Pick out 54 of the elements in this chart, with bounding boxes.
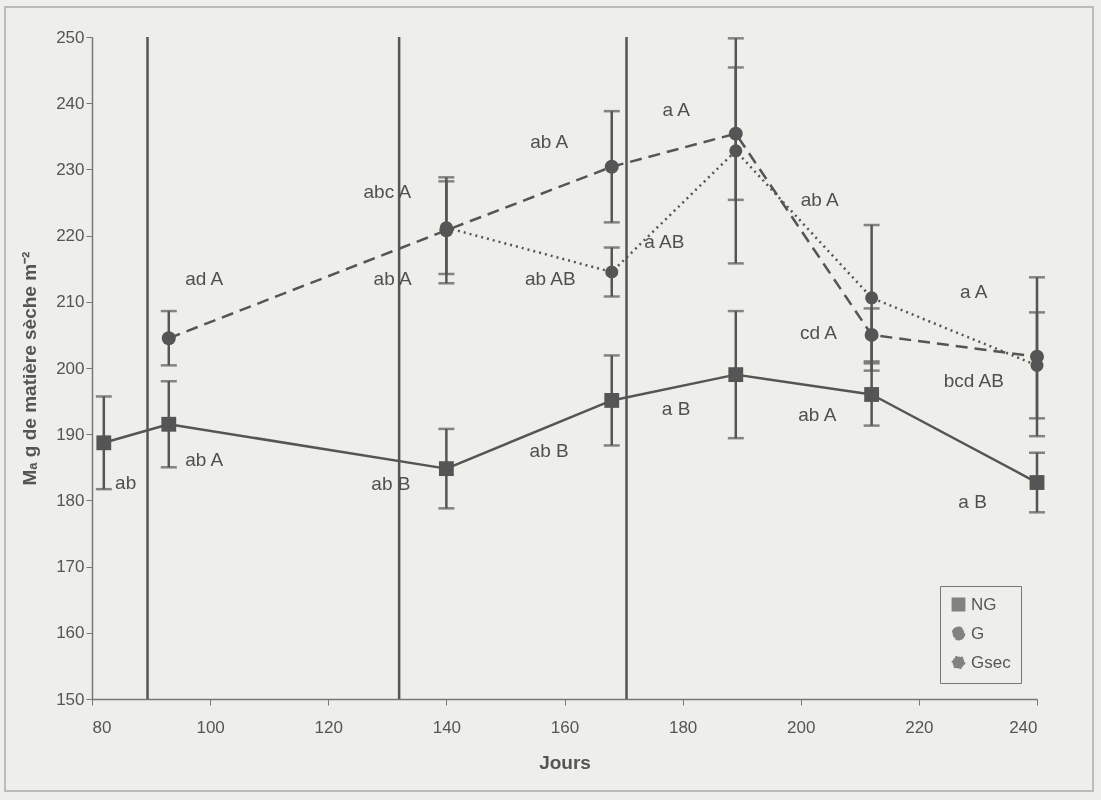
annotation: ab AB	[524, 268, 576, 290]
point	[1029, 475, 1045, 490]
x-tick-label: 160	[550, 717, 580, 737]
annotation: ab A	[800, 188, 839, 210]
y-tick-label: 160	[56, 623, 85, 643]
point	[604, 159, 619, 174]
legend-label: G	[971, 623, 985, 643]
annotation: bcd AB	[943, 370, 1004, 392]
point	[728, 126, 743, 141]
y-tick-label: 250	[56, 27, 85, 47]
point	[864, 327, 879, 342]
point	[864, 387, 880, 402]
x-tick-label: 200	[787, 717, 816, 737]
annotation: a A	[960, 280, 988, 302]
annotation: ab A	[185, 449, 224, 471]
y-tick-label: 220	[56, 226, 85, 246]
annotation: ab A	[798, 404, 837, 425]
annotation: ab B	[529, 439, 569, 461]
annotation: ad A	[185, 268, 224, 290]
x-tick-label: 180	[668, 717, 698, 737]
x-tick-label: 80	[92, 717, 112, 737]
y-tick-label: 150	[56, 689, 85, 709]
point	[96, 435, 112, 451]
y-tick-label: 230	[56, 159, 85, 179]
point	[728, 367, 744, 383]
annotation: cd A	[799, 321, 838, 343]
x-tick-label: 140	[432, 717, 462, 737]
point	[161, 416, 177, 432]
point	[605, 265, 619, 279]
point	[438, 461, 454, 477]
x-tick-label: 220	[905, 717, 934, 737]
annotation: a AB	[644, 230, 685, 252]
y-tick-label: 210	[56, 292, 85, 312]
annotation: a A	[662, 99, 691, 121]
x-tick-label: 120	[314, 717, 343, 737]
annotation: a B	[958, 490, 987, 512]
point	[865, 291, 879, 305]
x-axis-title: Jours	[539, 751, 591, 773]
y-tick-label: 240	[56, 93, 85, 113]
point	[604, 393, 620, 408]
annotation: a B	[661, 398, 691, 420]
legend-label: NG	[971, 594, 997, 614]
y-axis-title: Mₐ g de matière sèche m⁻²	[19, 251, 41, 486]
x-tick-label: 100	[196, 717, 225, 737]
y-tick-label: 180	[56, 490, 85, 510]
point	[729, 144, 743, 158]
y-tick-label: 190	[56, 424, 85, 444]
y-tick-label: 170	[56, 557, 85, 577]
x-tick-label: 240	[1009, 717, 1038, 737]
annotation: ab	[115, 472, 137, 494]
point	[161, 331, 176, 346]
annotation: ab A	[530, 131, 569, 153]
y-tick-label: 200	[56, 358, 85, 378]
legend-label: Gsec	[971, 652, 1012, 672]
